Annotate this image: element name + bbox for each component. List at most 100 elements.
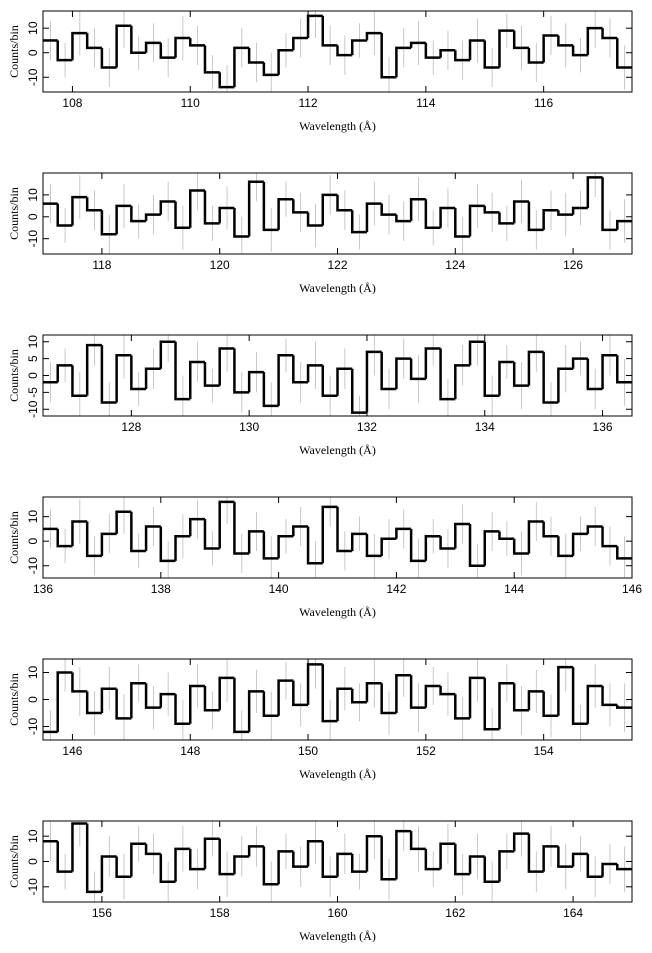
histogram-bin [601, 28, 618, 40]
histogram-bin [498, 682, 515, 730]
histogram-bin [336, 45, 353, 57]
histogram-bin [159, 526, 176, 563]
histogram-bin [350, 210, 367, 234]
x-tick-label: 156 [92, 906, 112, 920]
histogram-bin [395, 357, 412, 389]
x-tick-label: 148 [180, 744, 200, 758]
histogram-bin [130, 205, 147, 223]
y-tick-label: -10 [26, 557, 40, 575]
histogram-bin [189, 517, 205, 537]
histogram-bin [601, 354, 618, 389]
y-tick-label: -10 [26, 878, 40, 896]
x-tick-label: 110 [181, 96, 200, 110]
histogram-bin [542, 845, 559, 872]
histogram-bin [130, 511, 147, 553]
histogram-bin [100, 47, 117, 69]
histogram-bin [557, 536, 574, 558]
histogram-bin [100, 855, 117, 892]
y-tick-label: -10 [26, 718, 40, 736]
histogram-bin [321, 664, 338, 723]
histogram-bin [233, 677, 250, 734]
histogram-bin [56, 203, 73, 227]
histogram-bin [100, 532, 117, 556]
histogram-bin [468, 39, 485, 61]
histogram-bin [159, 853, 176, 883]
histogram-bin [85, 823, 102, 894]
histogram-bin [336, 194, 353, 212]
histogram-bin [571, 45, 588, 57]
histogram-bin [277, 850, 294, 885]
histogram-bin [483, 677, 500, 731]
histogram-bin [292, 36, 309, 51]
histogram-bin [454, 50, 471, 62]
x-tick-label: 112 [298, 96, 317, 110]
histogram-bin [189, 684, 205, 724]
histogram-bin [189, 360, 205, 400]
histogram-bin [380, 33, 397, 79]
histogram-bin [616, 219, 632, 230]
histogram-bin [247, 845, 264, 857]
histogram-bin [527, 520, 544, 554]
y-tick-label: 0 [26, 213, 40, 220]
histogram-bin [306, 364, 323, 383]
x-tick-label: 132 [357, 420, 377, 434]
x-tick-label: 146 [62, 744, 82, 758]
histogram-bin [571, 206, 588, 215]
y-tick-label: 10 [26, 21, 40, 35]
histogram-bin [586, 525, 603, 534]
histogram-bin [483, 856, 500, 883]
histogram-bin [380, 683, 397, 715]
histogram-bin [424, 848, 441, 871]
histogram-bin [380, 836, 397, 881]
histogram-bin [174, 341, 191, 401]
histogram-bin [277, 49, 294, 75]
histogram-bin [571, 852, 588, 867]
histogram-bin [365, 31, 382, 41]
histogram-bin [439, 536, 456, 550]
histogram-bin [542, 351, 559, 404]
y-axis-label: Counts/bin [7, 511, 21, 564]
histogram-bin [483, 205, 500, 214]
histogram-bin [557, 210, 574, 216]
histogram-bin [365, 682, 382, 703]
histogram-bin [424, 684, 441, 708]
histogram-bin [468, 340, 485, 366]
histogram-bin [395, 829, 412, 880]
histogram-bin [350, 688, 367, 704]
x-tick-label: 152 [416, 744, 436, 758]
histogram-bin [616, 38, 632, 69]
x-tick-label: 108 [62, 96, 82, 110]
histogram-bin [203, 45, 220, 74]
histogram-bin [409, 41, 426, 48]
histogram-bin [115, 354, 132, 403]
histogram-bin [144, 525, 161, 551]
histogram-bin [586, 853, 603, 878]
histogram-bin [247, 690, 264, 732]
histogram-bin [350, 853, 367, 873]
histogram-bin [218, 206, 235, 224]
histogram-bin [56, 528, 73, 548]
y-tick-label: 10 [26, 829, 40, 843]
y-tick-label: -5 [26, 387, 40, 398]
histogram-bin [365, 834, 382, 872]
histogram-bin [292, 199, 309, 214]
x-tick-label: 160 [327, 906, 347, 920]
histogram-bin [174, 36, 191, 58]
histogram-bin [527, 201, 544, 232]
histogram-bin [468, 524, 485, 567]
histogram-bin [557, 665, 574, 716]
histogram-bin [512, 832, 529, 852]
x-tick-label: 158 [210, 906, 230, 920]
histogram-bin [262, 531, 279, 560]
histogram-bin [321, 365, 338, 397]
histogram-bin [542, 34, 559, 63]
y-tick-label: 10 [26, 335, 40, 349]
x-tick-label: 154 [534, 744, 554, 758]
x-tick-label: 162 [445, 906, 465, 920]
histogram-bin [144, 683, 161, 709]
histogram-bin [601, 526, 618, 548]
histogram-bin [115, 24, 132, 68]
histogram-bin [247, 180, 264, 237]
histogram-bin [409, 528, 426, 563]
